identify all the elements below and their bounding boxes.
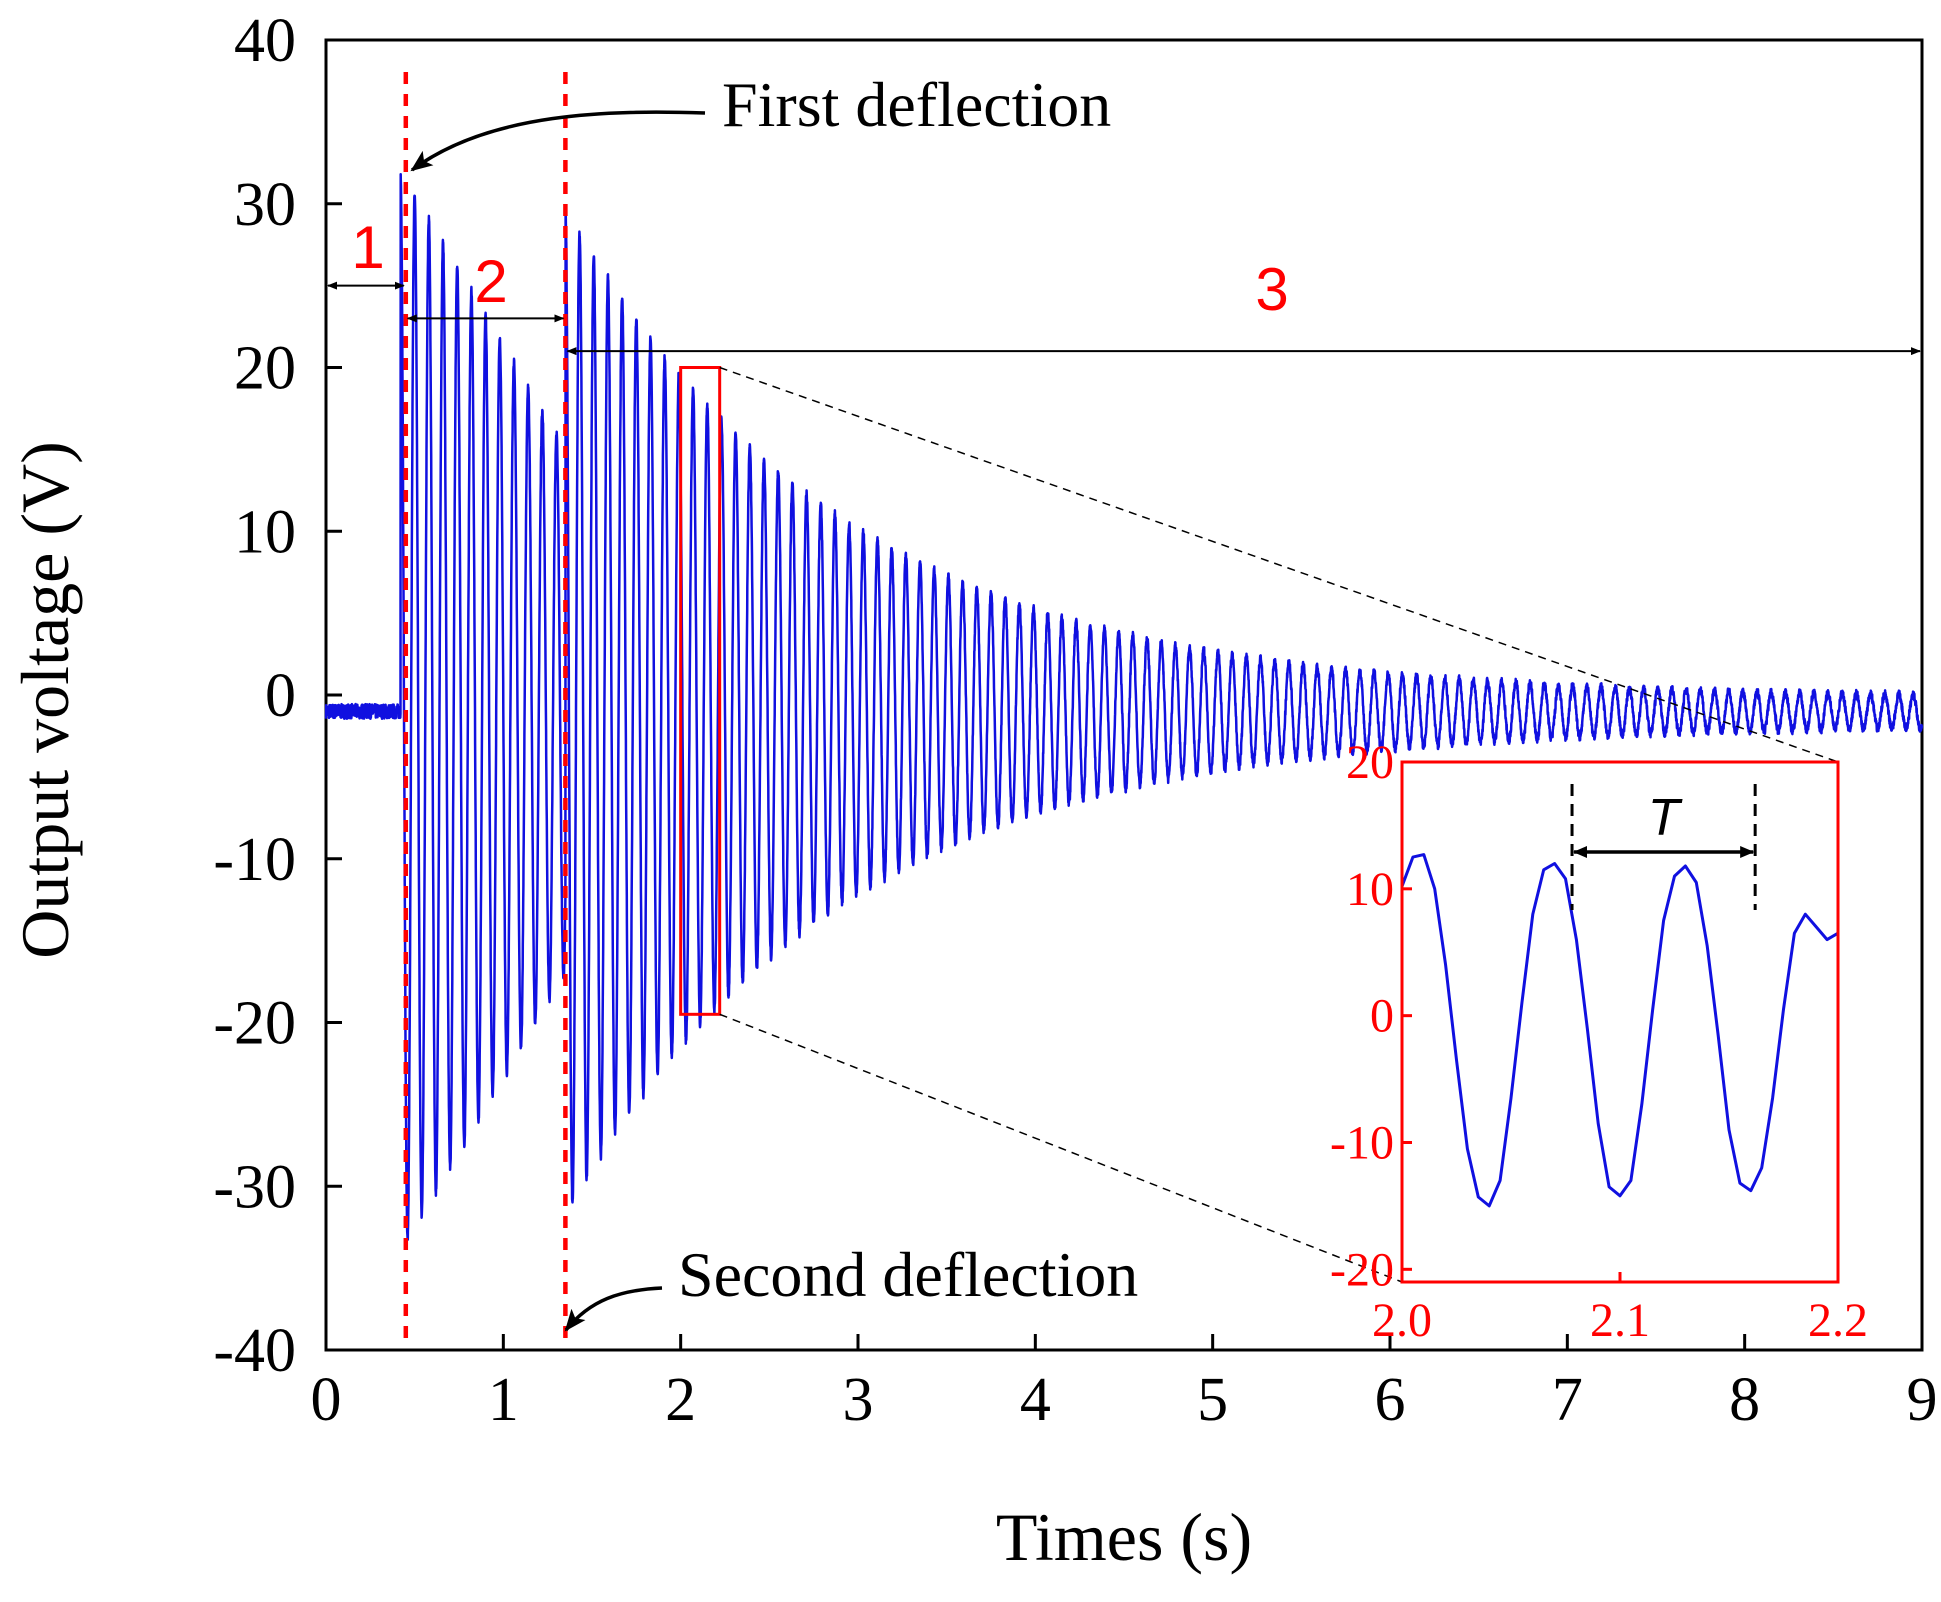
y-axis-title: Output voltage (V) xyxy=(7,441,83,958)
first-deflection-label: First deflection xyxy=(722,69,1111,140)
x-tick-label: 0 xyxy=(311,1366,342,1434)
x-tick-label: 7 xyxy=(1552,1366,1583,1434)
y-tick-label: 10 xyxy=(234,498,296,566)
x-tick-label: 9 xyxy=(1907,1366,1938,1434)
inset-y-tick-label: -20 xyxy=(1330,1243,1394,1296)
x-tick-label: 5 xyxy=(1197,1366,1228,1434)
first-deflection-arrow xyxy=(410,110,706,172)
x-tick-label: 2 xyxy=(665,1366,696,1434)
inset-y-tick-label: 0 xyxy=(1370,990,1394,1043)
x-axis-title: Times (s) xyxy=(996,1499,1252,1575)
y-tick-label: 0 xyxy=(265,662,296,730)
x-tick-label: 1 xyxy=(488,1366,519,1434)
inset-y-tick-label: 10 xyxy=(1346,863,1394,916)
main-signal-line xyxy=(324,172,1924,1241)
inset-x-ticks: 2.0 2.1 2.2 xyxy=(1372,1272,1868,1347)
inset-signal-line xyxy=(1400,853,1839,1208)
y-tick-label: -10 xyxy=(213,826,296,894)
x-tick-label: 3 xyxy=(843,1366,874,1434)
y-tick-label: -40 xyxy=(213,1317,296,1385)
y-tick-label: 30 xyxy=(234,171,296,239)
inset-y-tick-label: -10 xyxy=(1330,1116,1394,1169)
y-tick-label: 40 xyxy=(234,7,296,75)
x-tick-label: 4 xyxy=(1020,1366,1051,1434)
zoom-connector-top xyxy=(719,366,1839,763)
inset-x-tick-label: 2.0 xyxy=(1372,1294,1432,1347)
inset-y-ticks: -20 -10 0 10 20 xyxy=(1330,736,1412,1296)
zoom-region-box xyxy=(679,366,722,1016)
inset-y-tick-label: 20 xyxy=(1346,736,1394,789)
y-tick-label: -20 xyxy=(213,990,296,1058)
main-x-ticks: 0 1 2 3 4 5 6 7 8 9 xyxy=(311,1334,1938,1434)
stage-3-label: 3 xyxy=(1255,256,1288,323)
main-y-ticks: -40 -30 -20 -10 0 10 20 30 40 xyxy=(213,7,342,1385)
second-deflection-arrow xyxy=(564,1286,663,1332)
zoom-connector-bottom xyxy=(719,1013,1403,1283)
inset-background xyxy=(1402,762,1838,1282)
x-tick-label: 8 xyxy=(1729,1366,1760,1434)
y-tick-label: -30 xyxy=(213,1153,296,1221)
stage-2-label: 2 xyxy=(474,248,507,315)
stage-1-label: 1 xyxy=(351,214,384,281)
x-tick-label: 6 xyxy=(1375,1366,1406,1434)
inset-x-tick-label: 2.1 xyxy=(1590,1294,1650,1347)
second-deflection-label: Second deflection xyxy=(678,1239,1138,1310)
inset-x-tick-label: 2.2 xyxy=(1808,1294,1868,1347)
y-tick-label: 20 xyxy=(234,335,296,403)
period-label: T xyxy=(1648,789,1683,847)
